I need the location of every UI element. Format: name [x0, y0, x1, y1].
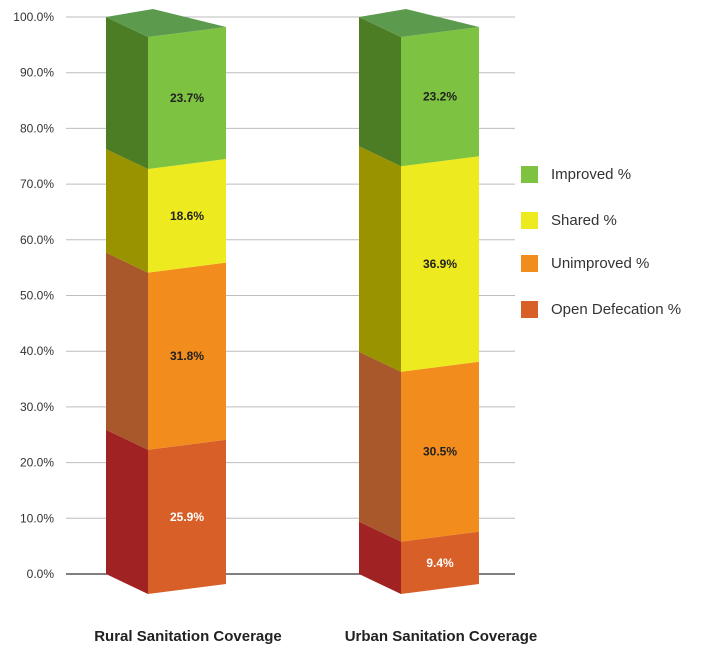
legend-label: Open Defecation % [551, 300, 682, 318]
bar-segment-side [106, 149, 148, 273]
bar-segment [148, 262, 226, 450]
legend-item: Unimproved % [521, 251, 681, 275]
data-label: 23.7% [170, 91, 204, 105]
y-tick-label: 10.0% [20, 511, 54, 525]
bar-stack: 9.4% 30.5% 36.9% 23.2% [359, 9, 479, 594]
legend-swatch [521, 300, 538, 318]
y-tick-label: 40.0% [20, 344, 54, 358]
bar-segment [148, 27, 226, 170]
bar-segment-side [106, 17, 148, 170]
bar-segment-side [359, 351, 401, 542]
category-label: Urban Sanitation Coverage [345, 628, 538, 645]
legend-item: Open Defecation % [521, 297, 681, 321]
bar-top-cap [359, 9, 479, 37]
bar-segment-side [106, 429, 148, 594]
bar-segment-side [106, 252, 148, 450]
data-label: 25.9% [170, 510, 204, 524]
y-tick-label: 20.0% [20, 456, 54, 470]
y-tick-label: 50.0% [20, 289, 54, 303]
bar-segment [148, 439, 226, 594]
data-label: 9.4% [426, 556, 454, 570]
category-labels: Rural Sanitation Coverage Urban Sanitatio… [94, 628, 537, 645]
y-tick-label: 90.0% [20, 66, 54, 80]
legend-swatch [521, 254, 538, 272]
bar-stack: 25.9% 31.8% 18.6% 23.7% [106, 9, 226, 594]
legend-label: Shared % [551, 211, 617, 229]
bar-segment [401, 531, 479, 594]
category-label: Rural Sanitation Coverage [94, 628, 282, 645]
y-tick-label: 30.0% [20, 400, 54, 414]
y-tick-label: 0.0% [27, 567, 55, 581]
bar-segment-side [359, 146, 401, 372]
bar-segment-side [359, 17, 401, 167]
bar-top-cap [106, 9, 226, 37]
bar-segment [401, 27, 479, 167]
legend-item: Improved % [521, 162, 681, 186]
y-axis-ticks: 0.0% 10.0% 20.0% 30.0% 40.0% 50.0% 60.0% 70.0% 8… [13, 10, 54, 581]
y-tick-label: 80.0% [20, 121, 54, 135]
legend-label: Improved % [551, 165, 632, 183]
y-tick-label: 100.0% [13, 10, 54, 24]
bar-segment-side [359, 521, 401, 594]
y-tick-label: 70.0% [20, 177, 54, 191]
legend: Improved % Shared % Unimproved % Open Defec… [521, 162, 681, 343]
bar-segment [148, 159, 226, 273]
data-label: 30.5% [423, 445, 457, 459]
data-label: 18.6% [170, 209, 204, 223]
legend-item: Shared % [521, 208, 681, 232]
bars: 25.9% 31.8% 18.6% 23.7% 9.4% 30.5% 36.9% 23.2% [106, 9, 479, 594]
legend-swatch [521, 165, 538, 183]
legend-swatch [521, 211, 538, 229]
data-label: 36.9% [423, 257, 457, 271]
data-label: 31.8% [170, 349, 204, 363]
bar-segment [401, 361, 479, 542]
data-label: 23.2% [423, 90, 457, 104]
legend-label: Unimproved % [551, 254, 650, 272]
y-tick-label: 60.0% [20, 233, 54, 247]
bar-segment [401, 156, 479, 372]
